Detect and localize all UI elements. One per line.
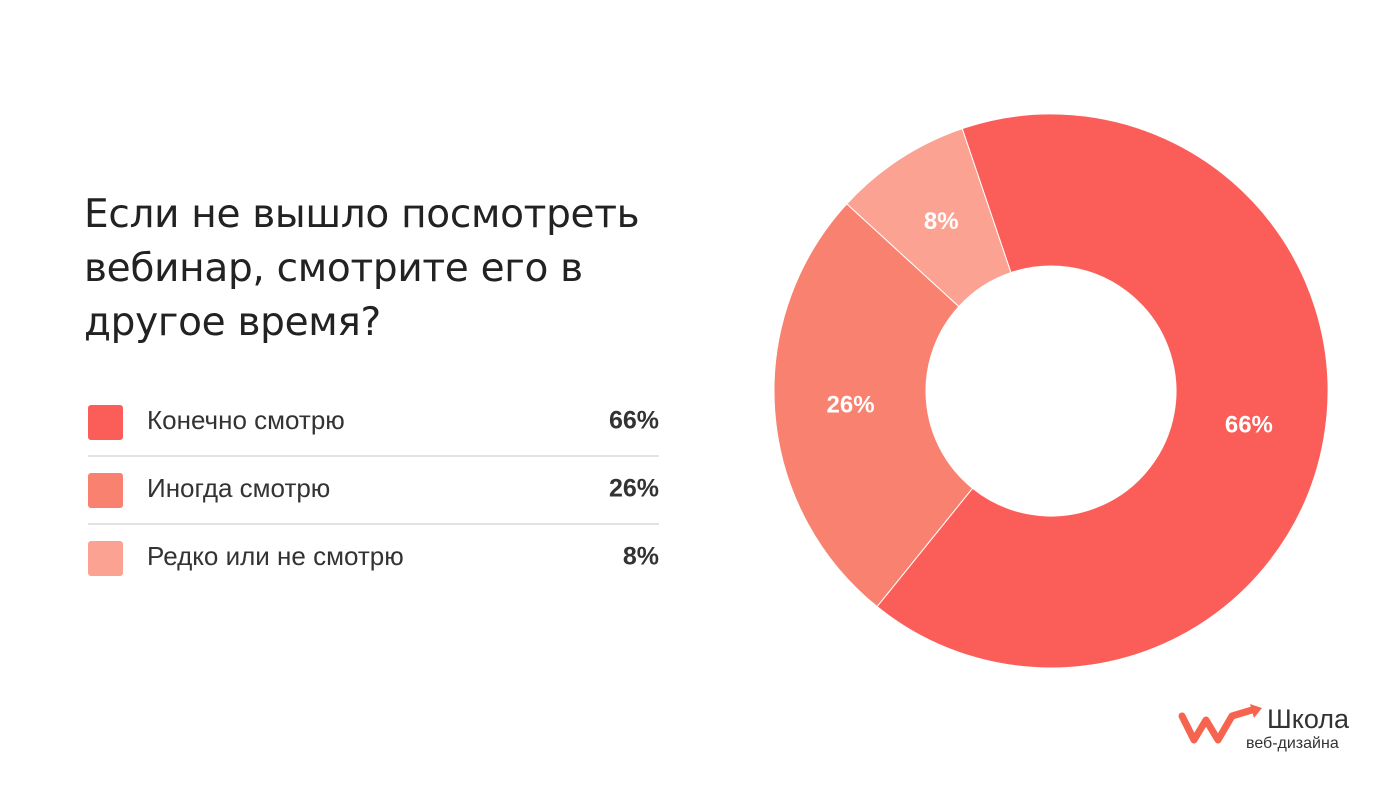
legend-value: 8% [623,543,659,571]
legend-value: 66% [609,407,659,435]
legend-label: Редко или не смотрю [147,541,404,571]
legend-label: Иногда смотрю [147,473,330,503]
slice [773,203,974,608]
logo-title: Школа [1267,704,1350,734]
legend-label: Конечно смотрю [147,405,345,435]
logo: Школа веб-дизайна [1178,704,1350,752]
slice [846,127,1012,308]
slice [876,113,1329,669]
legend-swatch [88,541,123,576]
chart-title: Если не вышло посмотреть вебинар, смотри… [84,192,640,345]
legend-value: 26% [609,475,659,503]
slice-label: 8% [924,208,959,235]
logo-icon [1178,706,1256,744]
legend-swatch [88,405,123,440]
logo-arrow [1250,704,1262,718]
logo-subtitle: веб-дизайна [1246,735,1339,752]
legend-swatch [88,473,123,508]
slice-label: 26% [827,391,875,418]
slice-label: 66% [1225,412,1273,439]
